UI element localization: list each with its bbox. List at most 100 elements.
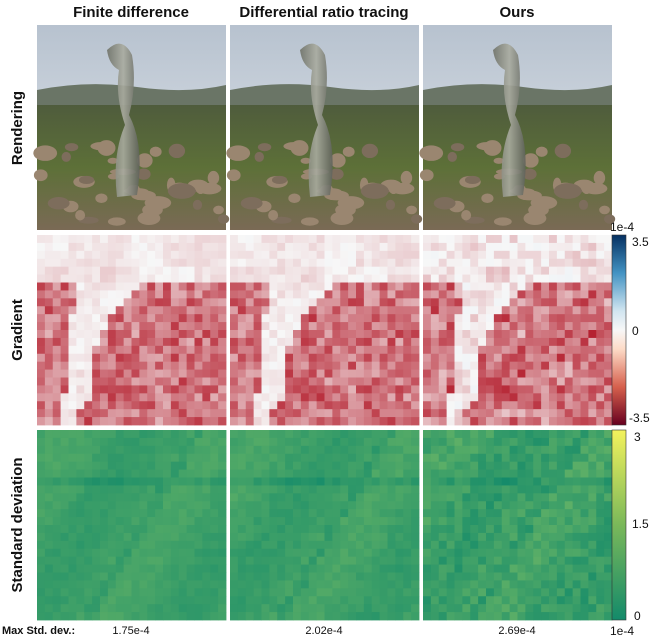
gradient-cell (317, 275, 325, 283)
gradient-cell (411, 322, 419, 330)
footer-value: 1.75e-4 (112, 625, 149, 637)
gradient-cell (179, 283, 187, 291)
gradient-cell (332, 393, 340, 401)
std-cell (210, 588, 218, 596)
std-cell (470, 525, 478, 533)
std-cell (502, 533, 510, 541)
std-cell (573, 565, 581, 573)
std-cell (604, 509, 612, 517)
std-cell (293, 557, 301, 565)
std-cell (277, 430, 285, 438)
gradient-cell (380, 362, 388, 370)
gradient-cell (132, 370, 140, 378)
gradient-cell (108, 346, 116, 354)
gradient-cell (53, 275, 61, 283)
std-cell (439, 509, 447, 517)
std-cell (210, 557, 218, 565)
std-cell (139, 533, 147, 541)
std-cell (108, 541, 116, 549)
std-cell (423, 493, 431, 501)
std-cell (37, 454, 45, 462)
std-cell (108, 438, 116, 446)
gradient-cell (340, 290, 348, 298)
gradient-cell (230, 378, 238, 386)
gradient-cell (254, 370, 262, 378)
gradient-cell (262, 275, 270, 283)
gradient-cell (53, 235, 61, 243)
std-cell (486, 565, 494, 573)
std-cell (76, 588, 84, 596)
gradient-cell (423, 362, 431, 370)
gradient-cell (525, 283, 533, 291)
std-cell (462, 454, 470, 462)
std-cell (317, 612, 325, 620)
std-cell (494, 612, 502, 620)
std-cell (69, 604, 77, 612)
std-cell (309, 509, 317, 517)
std-cell (581, 533, 589, 541)
gradient-cell (53, 283, 61, 291)
std-cell (439, 612, 447, 620)
std-cell (364, 588, 372, 596)
std-cell (254, 493, 262, 501)
std-cell (486, 541, 494, 549)
gradient-cell (565, 275, 573, 283)
std-cell (588, 430, 596, 438)
gradient-cell (61, 298, 69, 306)
gradient-cell (139, 370, 147, 378)
gradient-cell (581, 306, 589, 314)
gradient-cell (116, 346, 124, 354)
std-cell (372, 525, 380, 533)
std-cell (100, 438, 108, 446)
gradient-cell (317, 235, 325, 243)
gradient-cell (108, 322, 116, 330)
gradient-cell (596, 401, 604, 409)
std-cell (301, 604, 309, 612)
gradient-cell (541, 354, 549, 362)
std-cell (195, 470, 203, 478)
std-cell (309, 565, 317, 573)
std-cell (155, 573, 163, 581)
gradient-cell (388, 267, 396, 275)
gradient-cell (494, 314, 502, 322)
std-cell (163, 588, 171, 596)
gradient-cell (395, 385, 403, 393)
std-cell (210, 462, 218, 470)
std-cell (202, 573, 210, 581)
gradient-cell (202, 251, 210, 259)
std-cell (202, 446, 210, 454)
gradient-cell (604, 267, 612, 275)
std-cell (470, 430, 478, 438)
std-cell (309, 525, 317, 533)
gradient-cell (411, 401, 419, 409)
std-cell (573, 612, 581, 620)
gradient-cell (478, 314, 486, 322)
gradient-cell (439, 275, 447, 283)
gradient-cell (195, 346, 203, 354)
std-cell (210, 541, 218, 549)
gradient-cell (455, 235, 463, 243)
gradient-cell (230, 346, 238, 354)
gradient-cell (431, 251, 439, 259)
std-cell (395, 501, 403, 509)
gradient-cell (195, 235, 203, 243)
gradient-cell (356, 401, 364, 409)
std-cell (195, 557, 203, 565)
std-cell (340, 541, 348, 549)
gradient-cell (69, 378, 77, 386)
std-cell (132, 533, 140, 541)
std-cell (37, 541, 45, 549)
gradient-cell (533, 314, 541, 322)
std-cell (372, 485, 380, 493)
gradient-cell (557, 409, 565, 417)
std-cell (132, 462, 140, 470)
std-cell (518, 446, 526, 454)
figure: Finite difference Differential ratio tra… (0, 0, 659, 640)
gradient-cell (411, 283, 419, 291)
gradient-cell (549, 243, 557, 251)
std-cell (195, 485, 203, 493)
std-cell (604, 493, 612, 501)
std-cell (395, 470, 403, 478)
gradient-cell (147, 235, 155, 243)
std-cell (269, 501, 277, 509)
